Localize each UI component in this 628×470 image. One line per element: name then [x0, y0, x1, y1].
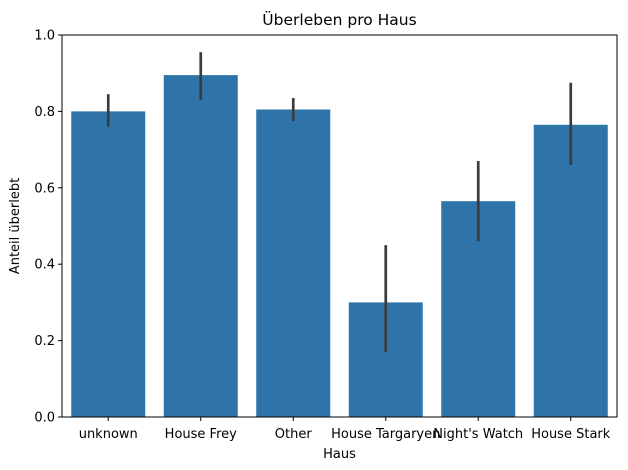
x-tick-label-0: unknown — [79, 427, 138, 442]
bar-2 — [256, 109, 331, 418]
x-tick-label-3: House Targaryen — [331, 427, 440, 442]
x-tick-label-2: Other — [275, 427, 313, 442]
bar-1 — [163, 75, 238, 418]
x-tick-label-1: House Frey — [165, 427, 237, 442]
y-tick-label-0: 0.0 — [34, 411, 55, 426]
y-tick-label-5: 1.0 — [34, 29, 55, 44]
y-tick-label-2: 0.4 — [34, 258, 55, 273]
y-tick-label-4: 0.8 — [34, 105, 55, 120]
bars — [71, 75, 608, 418]
y-tick-label-1: 0.2 — [34, 334, 55, 349]
plot-frame — [61, 34, 618, 418]
y-axis-label: Anteil überlebt — [8, 178, 23, 274]
x-axis-label: Haus — [323, 447, 356, 462]
error-bars — [106, 52, 573, 353]
bar-5 — [533, 124, 608, 418]
axes: 0.0 0.2 0.4 0.6 0.8 1.0 unknown House Frey Other… — [34, 29, 618, 442]
bar-0 — [71, 111, 146, 418]
y-tick-label-3: 0.6 — [34, 181, 55, 196]
chart-title: Überleben pro Haus — [262, 10, 416, 29]
x-tick-label-5: House Stark — [531, 427, 611, 442]
x-tick-label-4: Night's Watch — [433, 427, 523, 442]
